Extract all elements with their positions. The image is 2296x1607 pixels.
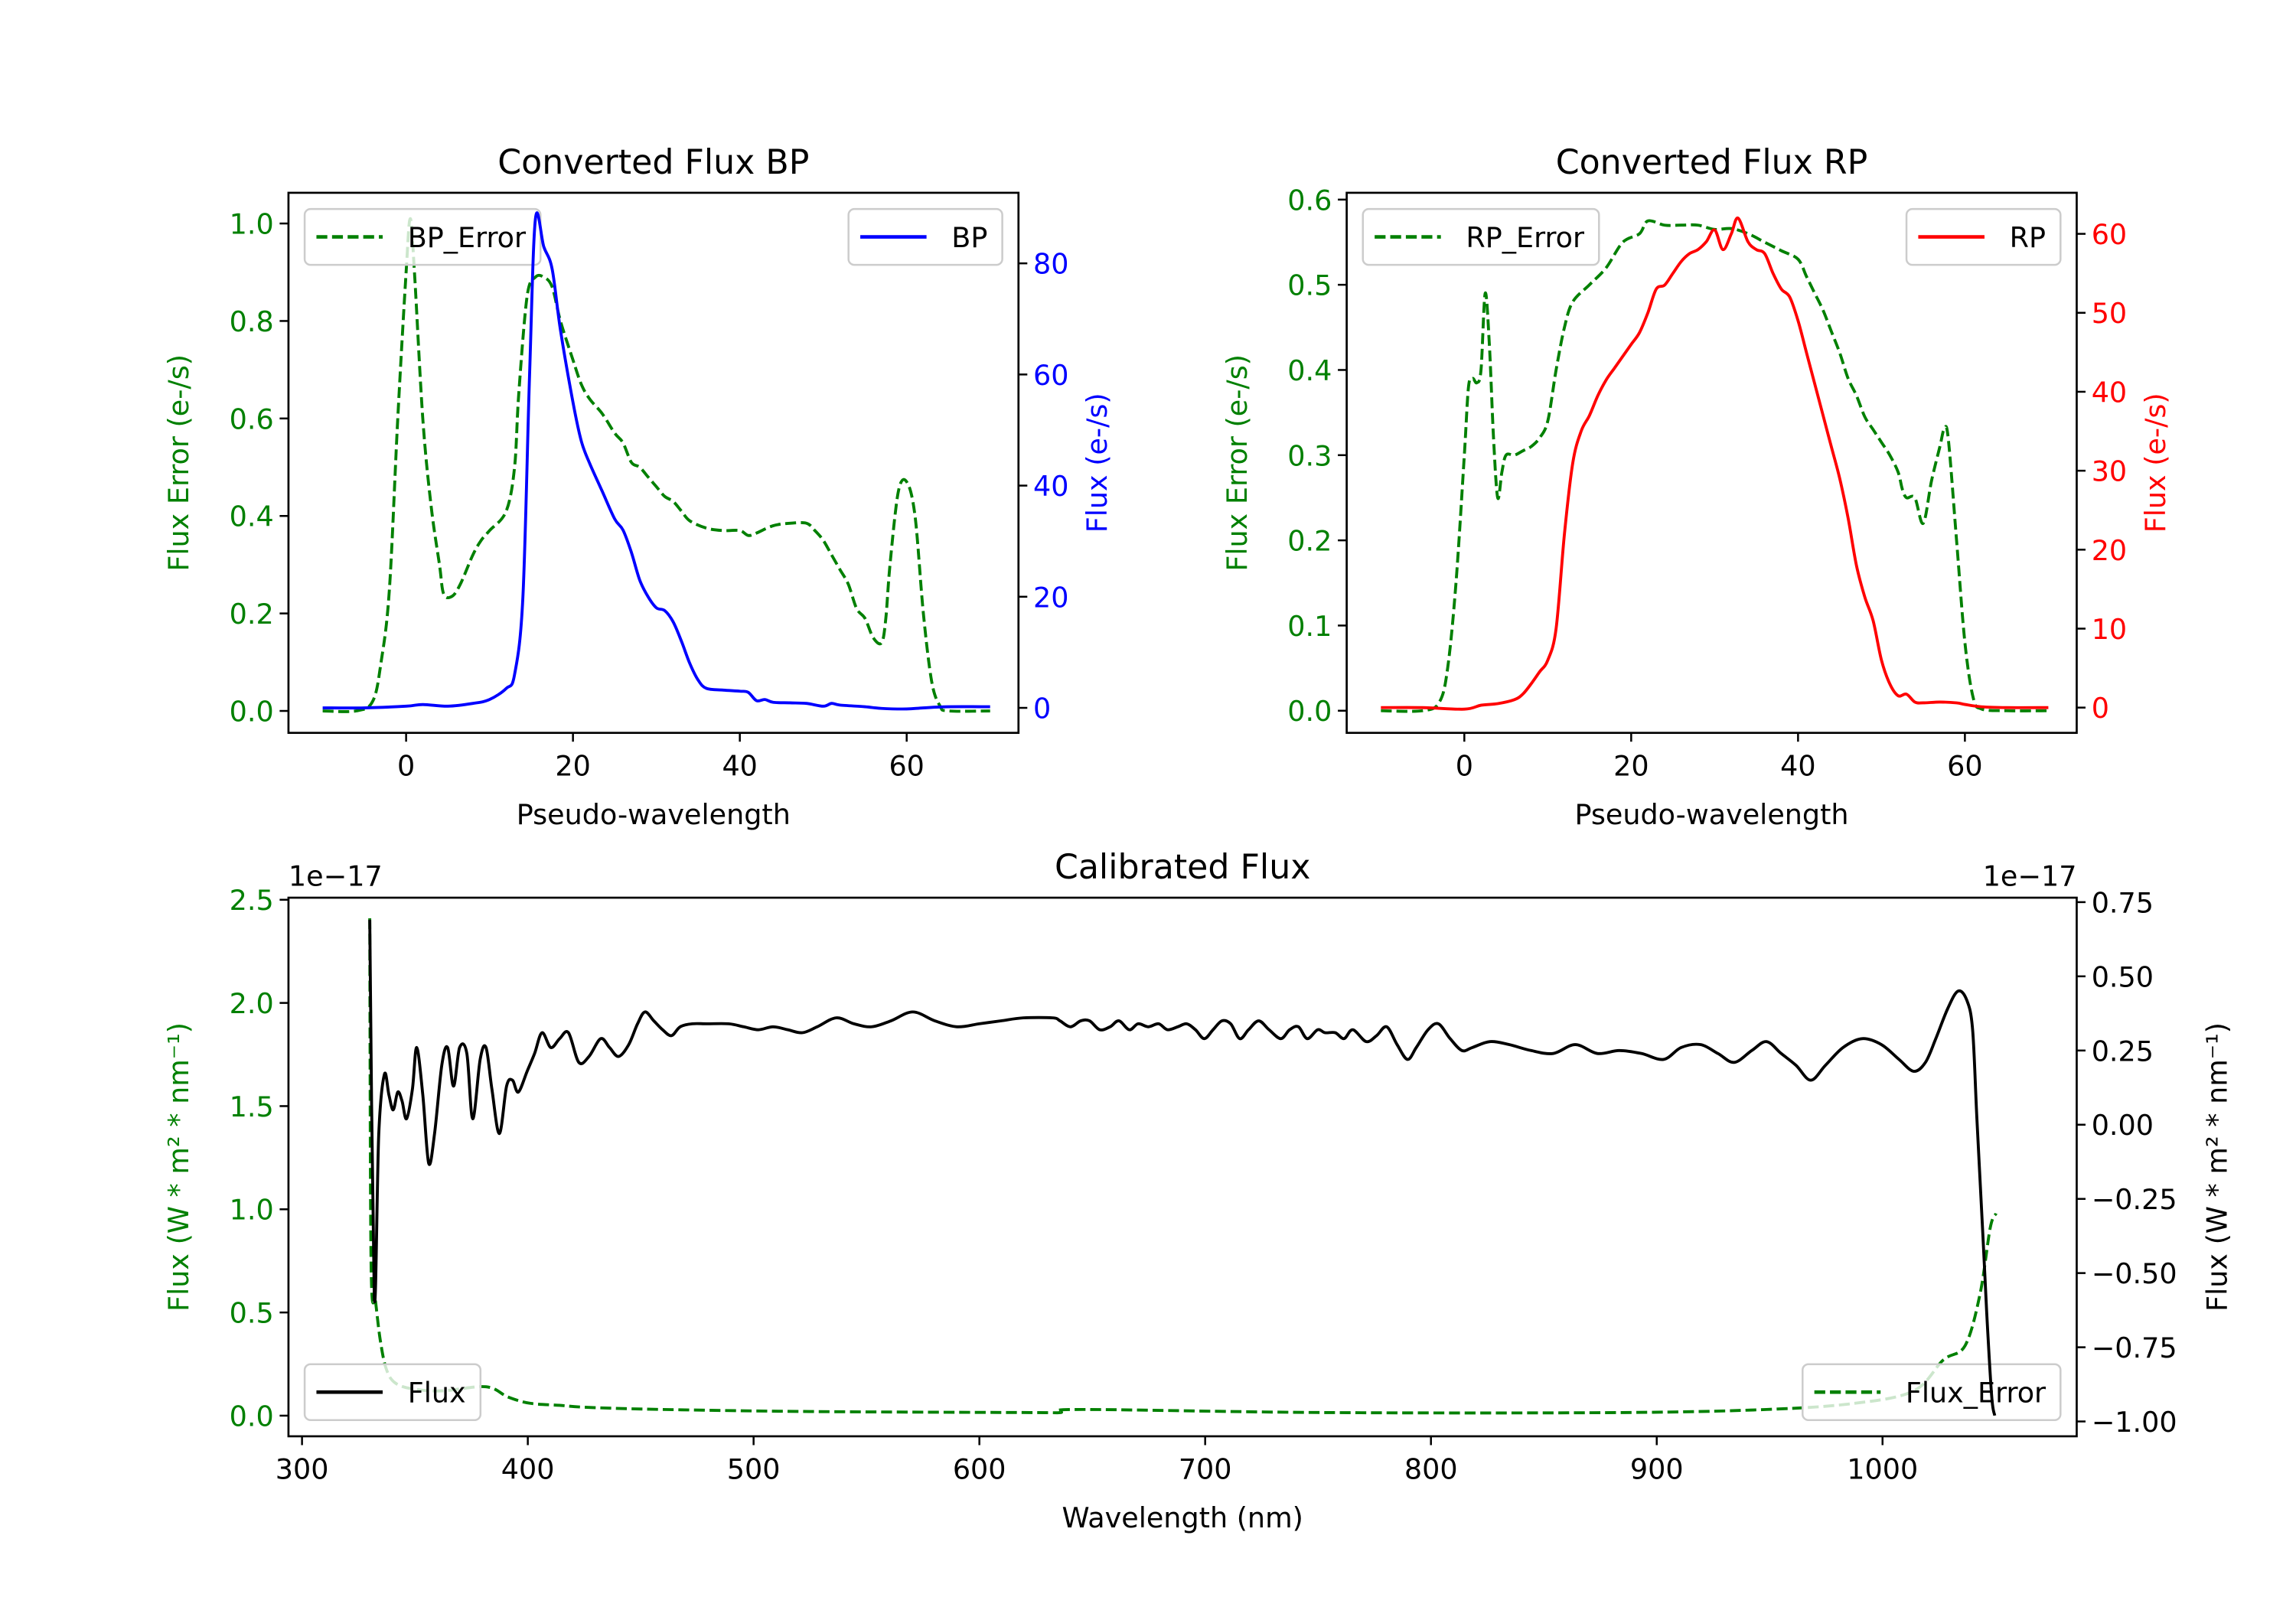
chart-title: Converted Flux BP [497, 143, 809, 182]
chart-panel-1: Converted Flux RP 0 20 40 60 Pseudo-wavelengt… [1221, 143, 2172, 831]
legend: BP_Error [303, 207, 542, 266]
left-offset-text: 1e−17 [289, 860, 383, 893]
x-tick-label: 40 [1780, 749, 1815, 782]
series-line-rp [1381, 217, 2049, 711]
x-tick-label: 900 [1630, 1453, 1684, 1486]
x-tick-label: 300 [276, 1453, 329, 1486]
axes-frame [1345, 191, 2078, 735]
right-y-tick-label: 0.75 [2092, 886, 2154, 919]
right-y-tick-label: 0.25 [2092, 1035, 2154, 1068]
right-y-tick-label: 40 [2092, 376, 2127, 409]
x-tick-label: 800 [1404, 1453, 1458, 1486]
x-axis-label: Pseudo-wavelength [1574, 798, 1848, 831]
right-y-tick-label: −0.50 [2092, 1257, 2177, 1290]
series-line-flux [368, 920, 1997, 1416]
right-y-tick-label: 60 [2092, 218, 2127, 251]
left-y-axis-label: Flux Error (e-/s) [162, 354, 195, 572]
left-y-tick-label: 0.5 [1287, 269, 1332, 302]
x-tick-label: 700 [1179, 1453, 1232, 1486]
right-y-axis-label: Flux (e-/s) [1081, 393, 1114, 533]
series-line-bp [322, 211, 990, 711]
left-y-axis-label: Flux Error (e-/s) [1221, 354, 1254, 572]
legend-label: RP_Error [1466, 221, 1585, 254]
right-y-tick-label: 10 [2092, 613, 2127, 646]
x-tick-label: 60 [889, 749, 924, 782]
right-y-tick-label: −0.75 [2092, 1332, 2177, 1364]
left-y-tick-label: 0.0 [230, 695, 274, 728]
right-y-tick-label: 0 [2092, 692, 2109, 725]
left-y-tick-label: 0.4 [230, 500, 274, 533]
right-y-tick-label: 0.50 [2092, 960, 2154, 993]
left-y-tick-label: 2.5 [230, 884, 274, 917]
legend-label: Flux_Error [1906, 1377, 2047, 1410]
legend-label: BP [951, 221, 987, 254]
x-tick-label: 1000 [1847, 1453, 1918, 1486]
left-y-tick-label: 0.3 [1287, 439, 1332, 472]
left-y-tick-label: 0.0 [1287, 695, 1332, 728]
x-tick-label: 0 [397, 749, 415, 782]
legend-frame [1802, 1363, 2062, 1422]
right-y-tick-label: 20 [1033, 581, 1068, 614]
right-y-tick-label: 0.00 [2092, 1109, 2154, 1142]
axes-frame [287, 191, 1020, 735]
x-tick-label: 60 [1947, 749, 1982, 782]
right-y-tick-label: 0 [1033, 692, 1051, 725]
left-y-tick-label: 1.0 [230, 208, 274, 241]
right-y-tick-label: 60 [1033, 359, 1068, 392]
left-y-tick-label: 2.0 [230, 987, 274, 1020]
left-y-tick-label: 0.6 [1287, 184, 1332, 217]
left-y-axis-label: Flux (W * m² * nm⁻¹) [162, 1022, 195, 1312]
legend-label: BP_Error [408, 221, 527, 254]
panels: Converted Flux BP 0 20 40 60 Pseudo-wavelengt… [162, 143, 2233, 1534]
left-y-tick-label: 0.2 [230, 598, 274, 631]
left-y-tick-label: 0.1 [1287, 610, 1332, 643]
left-y-tick-label: 0.4 [1287, 354, 1332, 387]
left-y-tick-label: 0.8 [230, 305, 274, 338]
chart-title: Calibrated Flux [1055, 848, 1310, 887]
right-y-tick-label: 30 [2092, 455, 2127, 488]
legend: BP [847, 207, 1003, 266]
right-y-tick-label: 80 [1033, 248, 1068, 281]
left-y-tick-label: 1.5 [230, 1090, 274, 1123]
left-y-tick-label: 0.0 [230, 1400, 274, 1433]
right-offset-text: 1e−17 [1983, 860, 2077, 893]
legend-label: RP [2010, 221, 2046, 254]
x-axis-label: Wavelength (nm) [1062, 1501, 1303, 1534]
x-axis-label: Pseudo-wavelength [517, 798, 791, 831]
x-tick-label: 400 [501, 1453, 555, 1486]
x-tick-label: 600 [953, 1453, 1006, 1486]
axes-frame [287, 896, 2078, 1438]
left-y-tick-label: 0.6 [230, 403, 274, 435]
left-y-tick-label: 0.2 [1287, 525, 1332, 558]
right-y-tick-label: 50 [2092, 297, 2127, 330]
left-y-tick-label: 0.5 [230, 1297, 274, 1330]
x-tick-label: 40 [722, 749, 757, 782]
legend: Flux [303, 1363, 482, 1422]
chart-panel-0: Converted Flux BP 0 20 40 60 Pseudo-wavelengt… [162, 143, 1114, 831]
right-y-tick-label: 40 [1033, 470, 1068, 503]
right-y-axis-label: Flux (W * m² * nm⁻¹) [2201, 1022, 2234, 1312]
right-y-tick-label: −0.25 [2092, 1183, 2177, 1216]
left-y-tick-label: 1.0 [230, 1194, 274, 1227]
x-tick-label: 20 [1613, 749, 1649, 782]
x-tick-label: 500 [727, 1453, 781, 1486]
chart-panel-2: Calibrated Flux 300 400 500 600 700 800 900 1000… [162, 848, 2233, 1534]
right-y-tick-label: −1.00 [2092, 1406, 2177, 1439]
x-tick-label: 20 [555, 749, 590, 782]
x-tick-label: 0 [1456, 749, 1473, 782]
chart-title: Converted Flux RP [1556, 143, 1868, 182]
legend: Flux_Error [1802, 1363, 2062, 1422]
series-line-bp-error [322, 217, 990, 713]
legend-label: Flux [408, 1377, 466, 1410]
legend: RP_Error [1362, 207, 1600, 266]
right-y-axis-label: Flux (e-/s) [2139, 393, 2172, 533]
series-line-rp-error [1381, 219, 2049, 713]
legend-frame [303, 1363, 482, 1422]
right-y-tick-label: 20 [2092, 534, 2127, 567]
legend: RP [1905, 207, 2062, 266]
legend-frame [1362, 207, 1600, 266]
